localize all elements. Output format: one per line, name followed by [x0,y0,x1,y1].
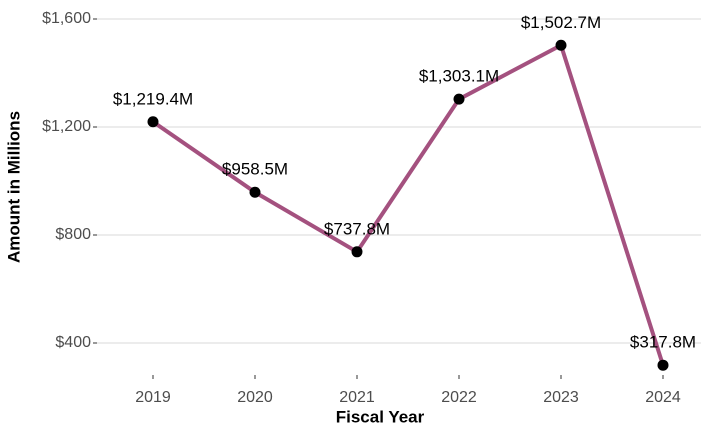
x-tick-label: 2021 [339,389,375,406]
point [351,246,363,258]
data-label: $958.5M [222,160,288,179]
y-tick-label: $400 [55,334,91,351]
point [657,359,669,371]
x-tick-label: 2022 [441,389,477,406]
x-tick-label: 2024 [645,389,681,406]
y-tick-label: $1,200 [42,118,91,135]
point [555,39,567,51]
y-axis-title: Amount in Millions [4,111,23,263]
y-tick-label: $800 [55,226,91,243]
data-label: $1,502.7M [521,13,601,32]
x-tick-label: 2019 [135,389,171,406]
data-label: $737.8M [324,219,390,238]
line [151,43,665,366]
x-tick-label: 2020 [237,389,273,406]
data-label: $1,219.4M [113,89,193,108]
x-axis-title: Fiscal Year [336,407,425,426]
point [453,93,465,105]
point [249,186,261,198]
y-tick-label: $1,600 [42,10,91,27]
data-label: $317.8M [630,333,696,352]
point [147,116,159,128]
x-tick-label: 2023 [543,389,579,406]
data-label: $1,303.1M [419,67,499,86]
